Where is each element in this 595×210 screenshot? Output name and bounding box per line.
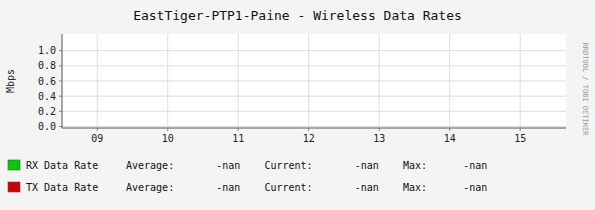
legend-stats: Average: -nan Current: -nan Max: -nan — [126, 182, 487, 193]
tick-label: 0.2 — [38, 106, 56, 117]
plot-area — [62, 34, 566, 128]
legend-label: TX Data Rate — [26, 182, 98, 193]
y-axis-label: Mbps — [5, 69, 16, 93]
legend-swatch — [8, 182, 20, 192]
legend-stats: Average: -nan Current: -nan Max: -nan — [126, 160, 487, 171]
background — [0, 0, 595, 210]
tick-label: 10 — [162, 133, 174, 144]
tick-label: 14 — [444, 133, 456, 144]
tick-label: 11 — [232, 133, 244, 144]
legend-swatch — [8, 160, 20, 170]
tick-label: 1.0 — [38, 45, 56, 56]
tick-label: 0.4 — [38, 91, 56, 102]
y-axis-line — [62, 34, 63, 128]
watermark: RRDTOOL / TOBI OETIKER — [581, 43, 589, 137]
grid-line — [62, 65, 566, 66]
x-axis-line — [62, 128, 566, 129]
tick-label: 0.0 — [38, 121, 56, 132]
tick-label: 12 — [303, 133, 315, 144]
tick-label: 0.6 — [38, 76, 56, 87]
grid — [62, 34, 566, 128]
grid-line — [62, 81, 566, 82]
grid-line — [62, 96, 566, 97]
tick-label: 15 — [514, 133, 526, 144]
title: EastTiger-PTP1-Paine - Wireless Data Rat… — [133, 8, 462, 23]
tick-label: 0.8 — [38, 60, 56, 71]
chart: 09 10 11 12 13 14 15 0.0 0.2 0.4 0.6 0.8 1.0 EastTige… — [0, 0, 595, 210]
tick-label: 09 — [91, 133, 103, 144]
grid-line — [62, 111, 566, 112]
legend-label: RX Data Rate — [26, 160, 98, 171]
grid-line — [62, 126, 566, 127]
tick-label: 13 — [373, 133, 385, 144]
grid-line — [62, 50, 566, 51]
